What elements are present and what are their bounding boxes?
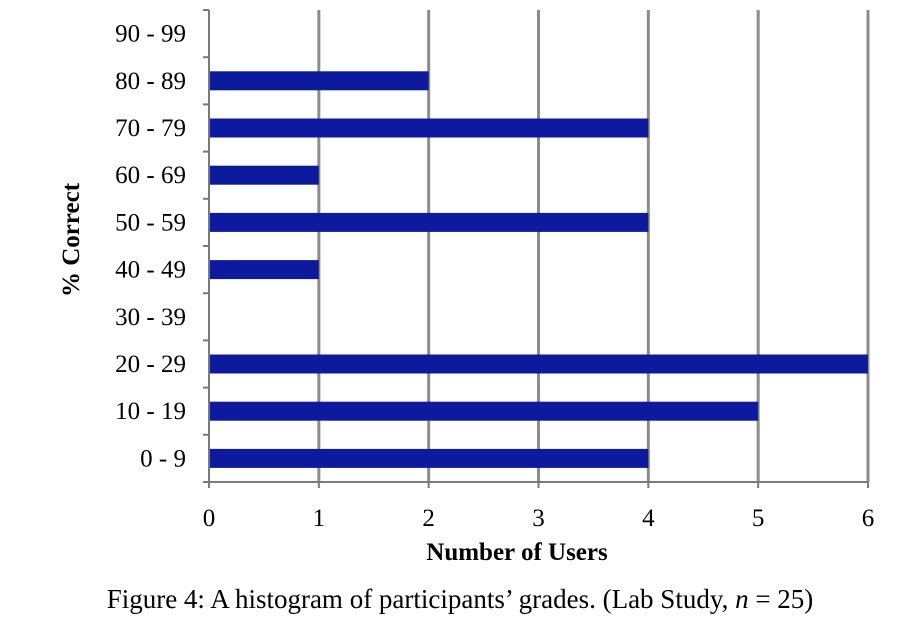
x-tick-label-2: 2: [422, 505, 435, 532]
histogram-chart: 0 - 9 10 - 19 20 - 29 30 - 39 40 - 49 50 - 59…: [58, 9, 875, 566]
x-tick-label-6: 6: [862, 505, 875, 532]
x-tick-label-3: 3: [532, 505, 545, 532]
caption-n-symbol: n: [735, 584, 749, 614]
bars: [209, 71, 868, 468]
caption-prefix: Figure 4: A histogram of participants’ g…: [106, 584, 736, 614]
y-tick-labels: 0 - 9 10 - 19 20 - 29 30 - 39 40 - 49 50 - 59…: [115, 21, 186, 473]
x-tick-label-0: 0: [203, 505, 216, 532]
x-tick-labels: 0 1 2 3 4 5 6: [203, 505, 875, 532]
x-axis-title: Number of Users: [426, 539, 608, 566]
y-tick-label-20-29: 20 - 29: [115, 351, 186, 378]
y-tick-label-60-69: 60 - 69: [115, 162, 186, 189]
y-tick-label-10-19: 10 - 19: [115, 398, 186, 425]
y-tick-label-40-49: 40 - 49: [115, 257, 186, 284]
y-tick-label-30-39: 30 - 39: [115, 304, 186, 331]
bar-60-69: [209, 165, 319, 185]
x-tick-label-1: 1: [313, 505, 326, 532]
x-tick-label-4: 4: [642, 505, 655, 532]
bar-0-9: [209, 448, 649, 468]
x-tick-label-5: 5: [752, 505, 765, 532]
bar-70-79: [209, 118, 649, 138]
figure-caption: Figure 4: A histogram of participants’ g…: [0, 584, 920, 615]
y-tick-label-80-89: 80 - 89: [115, 68, 186, 95]
axes: [203, 9, 869, 488]
y-axis-title: % Correct: [58, 182, 85, 297]
y-tick-label-90-99: 90 - 99: [115, 21, 186, 48]
bar-50-59: [209, 212, 649, 232]
bar-10-19: [209, 401, 759, 421]
bar-80-89: [209, 71, 429, 91]
y-tick-label-70-79: 70 - 79: [115, 115, 186, 142]
y-tick-label-0-9: 0 - 9: [140, 445, 186, 472]
y-tick-label-50-59: 50 - 59: [115, 209, 186, 236]
caption-equals: = 25): [748, 584, 814, 614]
bar-20-29: [209, 354, 868, 374]
bar-40-49: [209, 260, 319, 280]
